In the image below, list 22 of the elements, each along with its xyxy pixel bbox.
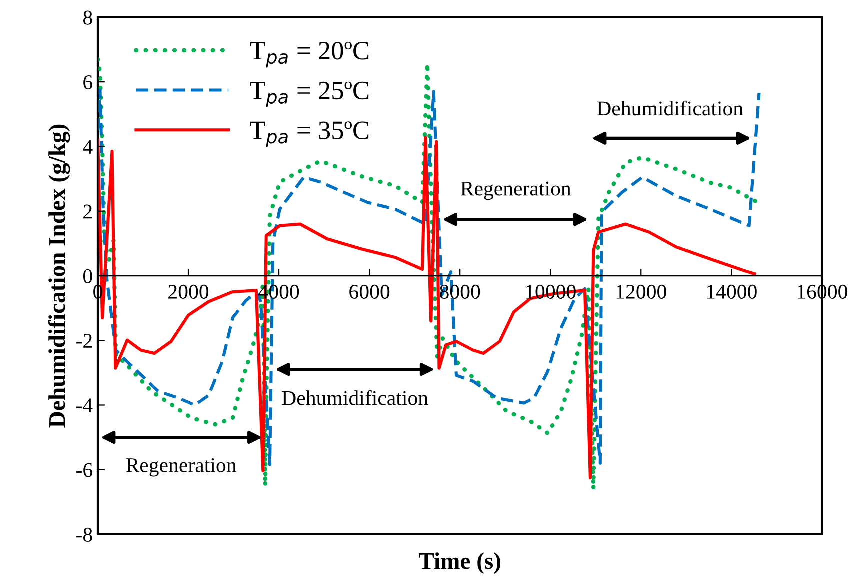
x-tick-label: 6000 <box>350 284 390 299</box>
y-tick-label: -6 <box>76 463 92 478</box>
y-tick-label: 4 <box>83 140 93 154</box>
y-tick-label: 0 <box>83 269 92 284</box>
annotation: Regeneration <box>126 458 236 477</box>
x-tick-label: 14000 <box>707 284 757 299</box>
x-tick-label: 2000 <box>168 284 209 299</box>
x-axis-title: Time (s) <box>419 552 500 574</box>
y-tick-label: 6 <box>84 76 92 90</box>
y-axis-title: Dehumidification Index (g/kg) <box>48 124 70 428</box>
annotation: Regeneration <box>460 182 572 200</box>
y-tick-label: 2 <box>84 204 92 219</box>
y-tick-label: -2 <box>76 334 92 348</box>
legend-label: T$_{pa}$ = 25ºC <box>250 82 369 108</box>
y-tick-label: 8 <box>83 10 92 25</box>
y-tick-label: -8 <box>76 528 92 542</box>
annotation: Dehumidification <box>597 100 744 116</box>
x-tick-label: 12000 <box>616 284 666 299</box>
y-tick-label: -4 <box>76 398 93 412</box>
legend-label: T$_{pa}$ = 35ºC <box>250 122 369 148</box>
annotation: Dehumidification <box>282 390 428 406</box>
legend-label: T$_{pa}$ = 20ºC <box>250 42 369 68</box>
